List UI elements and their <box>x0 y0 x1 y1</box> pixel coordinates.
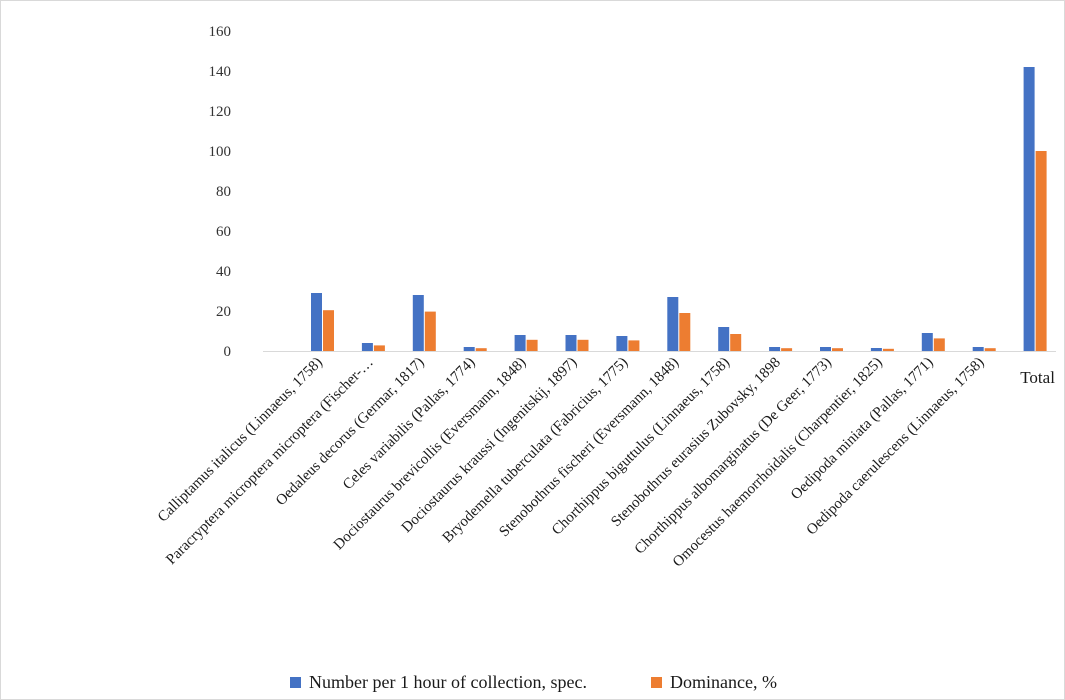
y-tick-label: 80 <box>216 184 231 200</box>
y-tick-label: 160 <box>209 24 232 40</box>
legend-label-series-2: Dominance, % <box>669 672 777 692</box>
bar-series-2-13 <box>984 348 996 351</box>
bar-series-2-6 <box>628 340 640 351</box>
bar-series-1-7 <box>667 297 679 351</box>
bar-series-1-6 <box>616 336 628 351</box>
bar-series-1-1 <box>361 343 373 351</box>
bar-series-1-12 <box>921 333 933 351</box>
y-tick-label: 100 <box>209 144 232 160</box>
x-category-label: Chorthippus biguttulus (Linnaeus, 1758) <box>549 355 733 539</box>
y-tick-label: 60 <box>216 224 231 240</box>
legend-swatch-series-1 <box>290 677 302 688</box>
bar-series-1-8 <box>718 327 730 351</box>
bar-series-1-2 <box>412 295 424 351</box>
bar-series-2-5 <box>577 339 589 351</box>
bar-series-2-3 <box>475 348 487 351</box>
bar-series-2-8 <box>730 334 742 351</box>
y-tick-label: 140 <box>209 64 232 80</box>
bar-series-2-11 <box>882 348 894 351</box>
bar-series-1-3 <box>463 347 475 351</box>
y-tick-label: 20 <box>216 304 231 320</box>
bar-series-1-9 <box>769 347 781 351</box>
x-category-label: Bryodemella tuberculata (Fabricius, 1775… <box>440 355 632 547</box>
x-category-label: Dociostaurus brevicollis (Eversmann, 184… <box>331 355 530 554</box>
legend-label-series-1: Number per 1 hour of collection, spec. <box>309 672 587 692</box>
bar-series-1-10 <box>820 347 831 351</box>
bar-series-2-7 <box>679 313 691 351</box>
bar-series-1-4 <box>514 335 526 351</box>
legend-item-series-1: Number per 1 hour of collection, spec. <box>290 672 587 693</box>
bar-series-1-0 <box>311 293 322 351</box>
bar-series-2-9 <box>781 348 793 351</box>
y-tick-label: 40 <box>216 264 231 280</box>
x-category-label: Stenobothrus fischeri (Eversmann, 1848) <box>496 355 682 541</box>
legend-swatch-series-2 <box>650 677 662 688</box>
bar-series-2-14 <box>1035 151 1047 351</box>
bar-series-2-12 <box>933 338 945 351</box>
bar-series-2-0 <box>323 310 334 351</box>
legend-item-series-2: Dominance, % <box>650 672 777 693</box>
bar-series-1-5 <box>565 335 577 351</box>
x-category-label: Total <box>1020 368 1055 387</box>
bar-series-2-10 <box>832 348 843 351</box>
bar-series-2-1 <box>373 345 385 351</box>
legend: Number per 1 hour of collection, spec. D… <box>1 672 1065 693</box>
bar-series-1-14 <box>1023 67 1035 351</box>
y-tick-label: 120 <box>209 104 232 120</box>
bar-series-1-11 <box>870 348 882 351</box>
y-tick-label: 0 <box>224 344 232 360</box>
bar-series-1-13 <box>972 347 984 351</box>
bar-series-2-2 <box>424 311 436 351</box>
x-category-label: Oedipoda caerulescens (Linnaeus, 1758) <box>804 355 988 539</box>
bar-series-2-4 <box>526 339 538 351</box>
